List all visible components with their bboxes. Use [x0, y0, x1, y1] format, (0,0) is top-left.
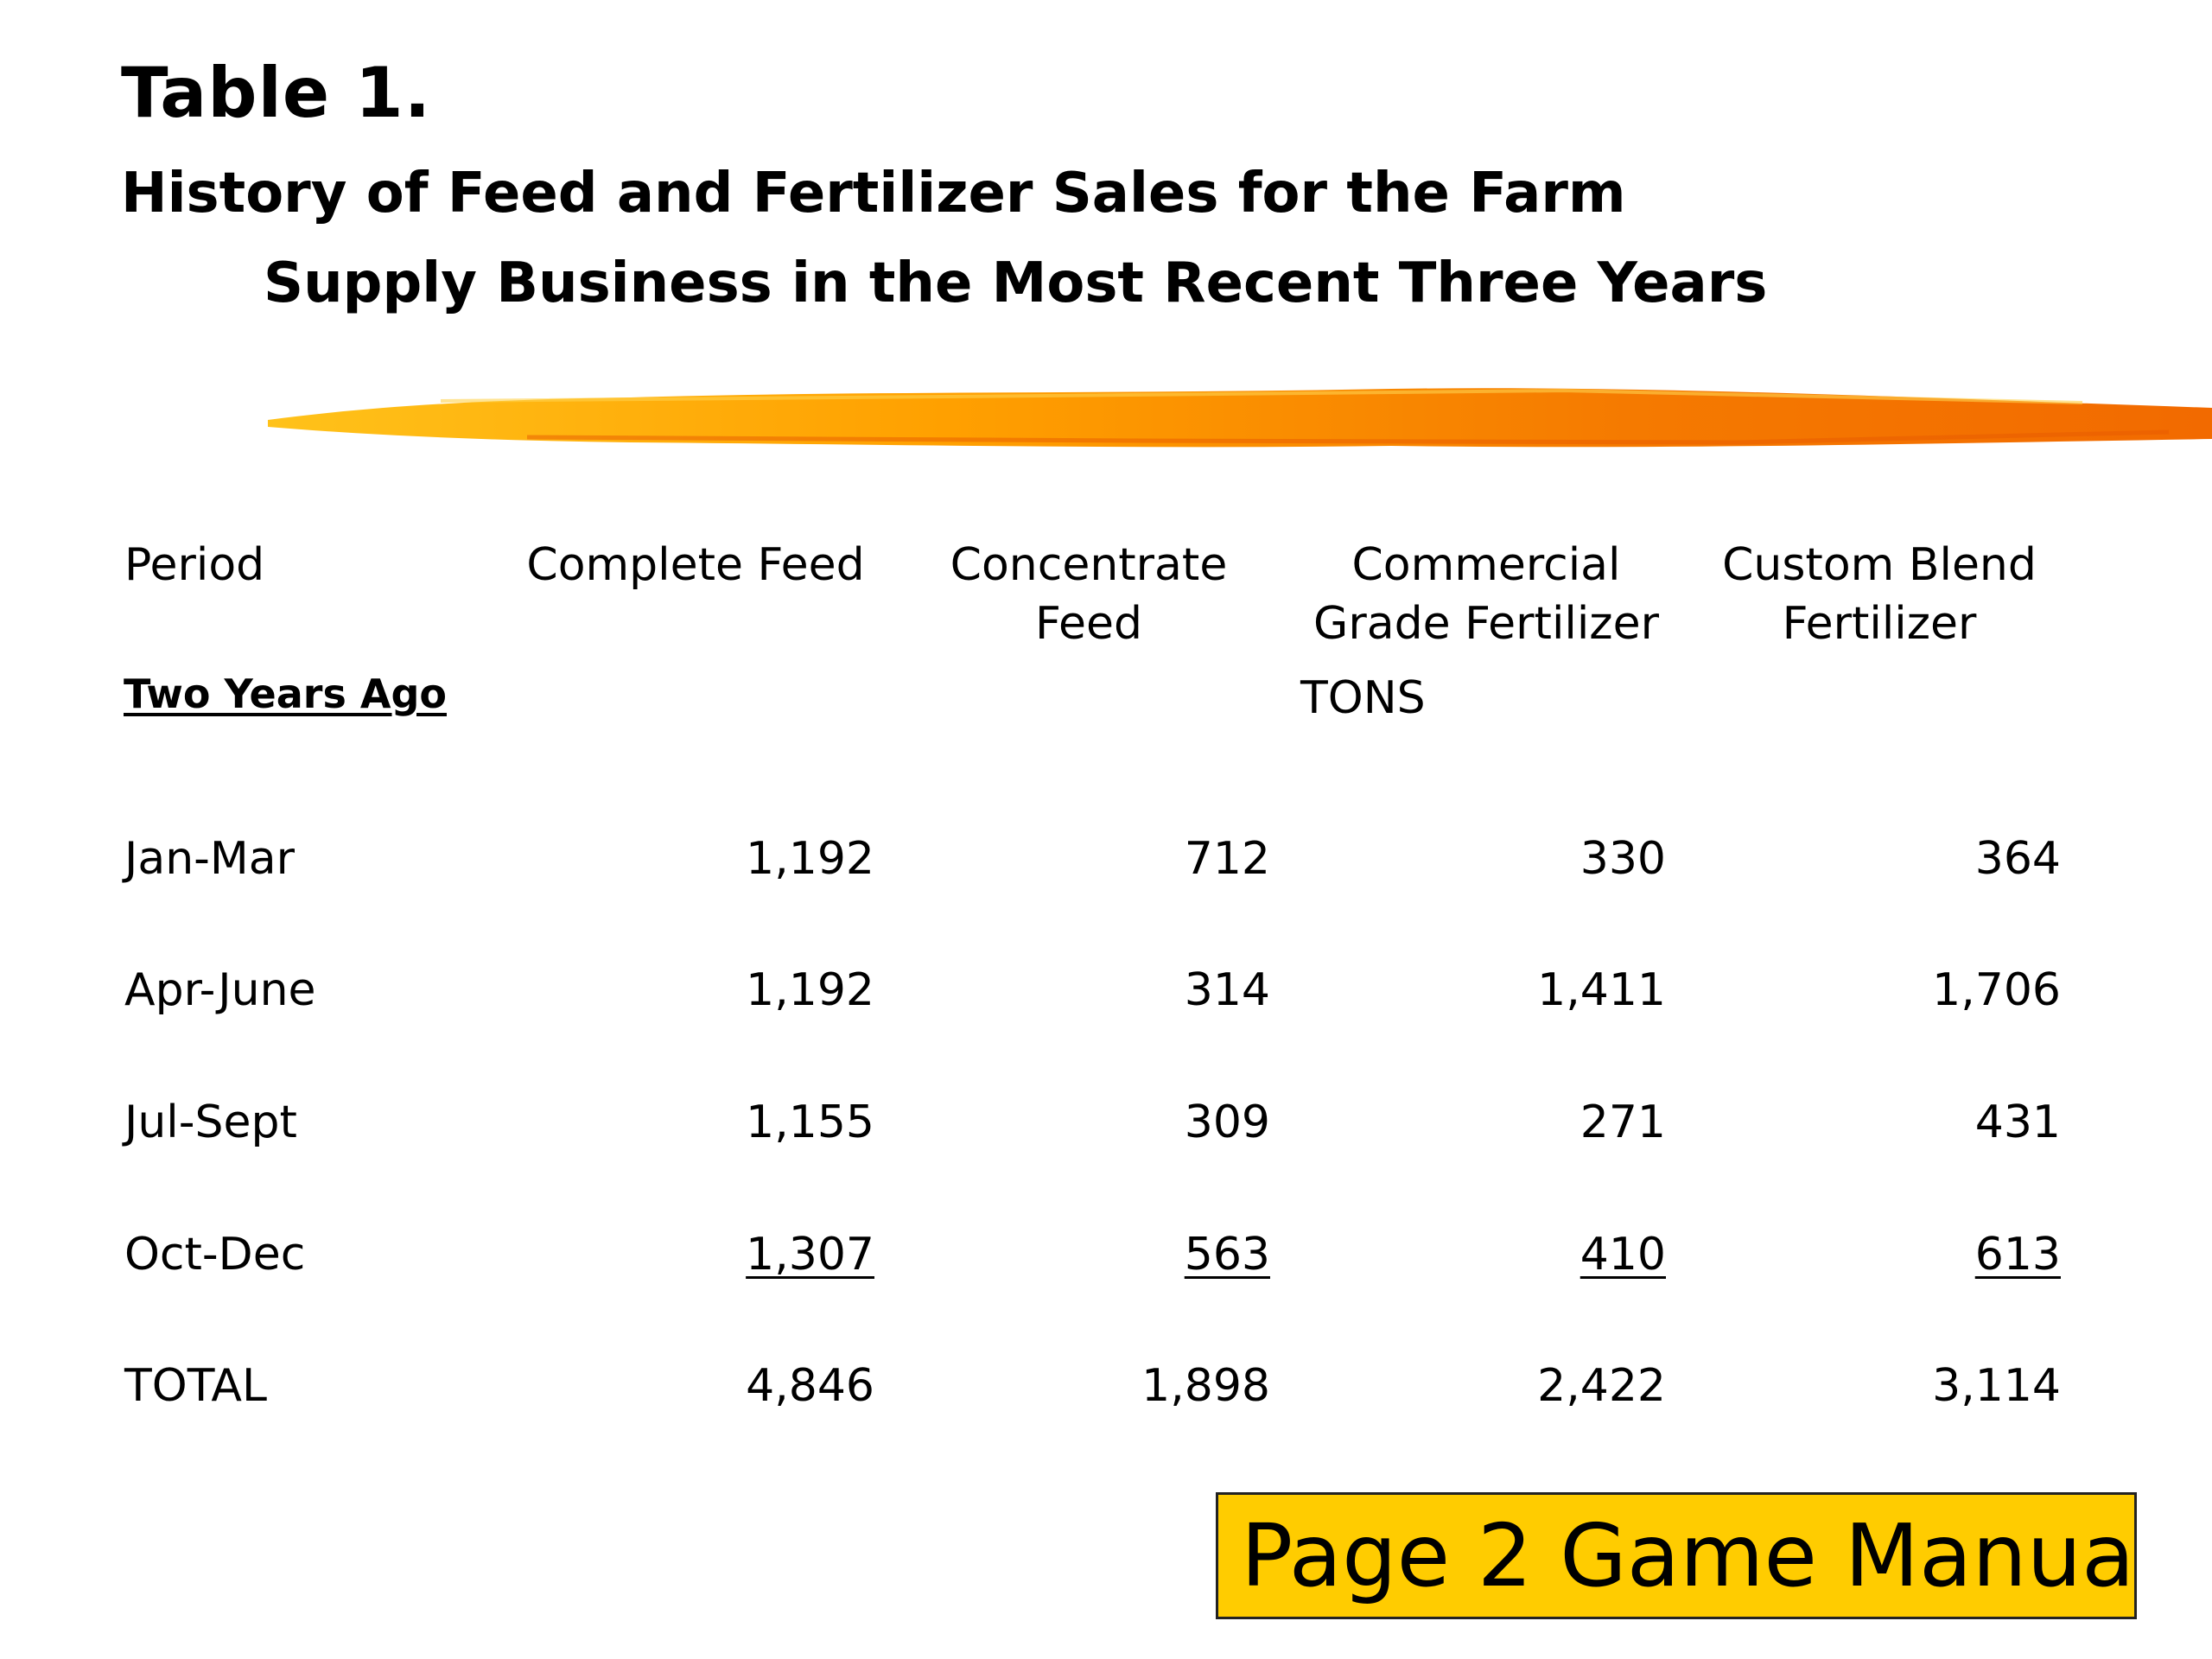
column-header-concentrate-feed: Concentrate Feed	[950, 539, 1228, 650]
cell-concentrate-feed: 1,898	[1141, 1360, 1270, 1412]
row-period: Apr-June	[124, 964, 316, 1016]
table-subtitle: History of Feed and Fertilizer Sales for…	[121, 149, 2108, 328]
column-header-commercial-grade-fertilizer: Commercial Grade Fertilizer	[1313, 539, 1659, 650]
cell-complete-feed: 1,192	[746, 964, 874, 1016]
units-label: TONS	[1300, 672, 1426, 724]
section-label: Two Years Ago	[124, 671, 447, 717]
orange-brush-stroke-divider	[268, 388, 2212, 448]
cell-complete-feed: 1,155	[746, 1096, 874, 1148]
cell-commercial-fertilizer: 271	[1580, 1096, 1666, 1148]
subtitle-line-1: History of Feed and Fertilizer Sales for…	[121, 162, 1626, 226]
cell-complete-feed: 1,307	[746, 1229, 874, 1281]
column-header-custom-blend-fertilizer: Custom Blend Fertilizer	[1722, 539, 2037, 650]
row-period: Jan-Mar	[124, 833, 296, 885]
table-title: Table 1.	[121, 53, 432, 133]
cell-custom-blend-fertilizer: 364	[1974, 833, 2061, 885]
cell-custom-blend-fertilizer: 431	[1974, 1096, 2061, 1148]
cell-commercial-fertilizer: 410	[1580, 1229, 1666, 1281]
column-header-period: Period	[124, 539, 265, 591]
cell-complete-feed: 4,846	[746, 1360, 874, 1412]
cell-concentrate-feed: 712	[1184, 833, 1270, 885]
cell-custom-blend-fertilizer: 3,114	[1932, 1360, 2061, 1412]
row-period: Oct-Dec	[124, 1229, 306, 1281]
cell-concentrate-feed: 563	[1184, 1229, 1270, 1281]
cell-commercial-fertilizer: 1,411	[1537, 964, 1666, 1016]
cell-commercial-fertilizer: 2,422	[1537, 1360, 1666, 1412]
page-tag: Page 2 Game Manual	[1216, 1492, 2137, 1619]
subtitle-line-2: Supply Business in the Most Recent Three…	[264, 251, 1768, 315]
column-header-complete-feed: Complete Feed	[526, 539, 865, 591]
cell-concentrate-feed: 314	[1184, 964, 1270, 1016]
row-period: Jul-Sept	[124, 1096, 297, 1148]
cell-complete-feed: 1,192	[746, 833, 874, 885]
cell-commercial-fertilizer: 330	[1580, 833, 1666, 885]
cell-concentrate-feed: 309	[1184, 1096, 1270, 1148]
cell-custom-blend-fertilizer: 613	[1974, 1229, 2061, 1281]
cell-custom-blend-fertilizer: 1,706	[1932, 964, 2061, 1016]
row-period: TOTAL	[124, 1360, 267, 1412]
